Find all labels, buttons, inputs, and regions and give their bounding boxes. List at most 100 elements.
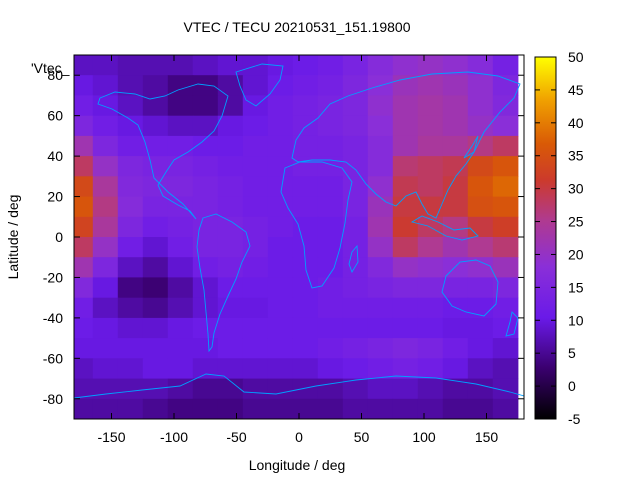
- heatmap-cell: [492, 237, 519, 258]
- heatmap-cell: [367, 358, 394, 380]
- heatmap-cell: [267, 176, 294, 198]
- y-tick-label: 60: [47, 108, 63, 124]
- heatmap-cell: [317, 257, 344, 278]
- heatmap-cell: [217, 297, 244, 319]
- heatmap-cell: [242, 237, 269, 258]
- heatmap-cell: [117, 55, 144, 76]
- heatmap-cell: [392, 196, 419, 218]
- heatmap-cell: [142, 338, 169, 359]
- heatmap-cell: [267, 135, 294, 157]
- heatmap-cell: [342, 297, 369, 319]
- x-tick-labels: -150 -100 -50 0 50 100 150: [97, 429, 498, 445]
- heatmap-cell: [242, 196, 269, 218]
- heatmap-cell: [392, 358, 419, 380]
- heatmap-cell: [442, 237, 469, 258]
- heatmap-cell: [242, 75, 269, 96]
- coastline-new-zealand: [505, 311, 519, 337]
- heatmap-cell: [167, 257, 194, 278]
- heatmap-cell: [192, 398, 219, 419]
- heatmap-cell: [167, 135, 194, 157]
- heatmap-cell: [242, 115, 269, 137]
- heatmap-cell: [417, 135, 444, 157]
- heatmap-cell: [292, 216, 319, 238]
- y-tick-label: 20: [47, 189, 63, 205]
- coastline-north-america: [97, 83, 229, 220]
- heatmap-cell: [74, 176, 94, 198]
- x-tick-label: -150: [97, 429, 125, 445]
- heatmap-cell: [217, 176, 244, 198]
- heatmap-cell: [267, 398, 294, 419]
- heatmap-cell: [192, 75, 219, 96]
- heatmap-cell: [217, 237, 244, 258]
- heatmap-cell: [417, 358, 444, 380]
- heatmap-cell: [92, 135, 119, 157]
- heatmap-cell: [167, 398, 194, 419]
- heatmap-cell: [292, 338, 319, 359]
- heatmap-cell: [117, 196, 144, 218]
- heatmap-cell: [92, 115, 119, 137]
- heatmap-cell: [292, 55, 319, 76]
- heatmap-cell: [417, 176, 444, 198]
- heatmap-cell: [217, 378, 244, 400]
- heatmap-cell: [167, 358, 194, 380]
- heatmap-cell: [267, 257, 294, 278]
- heatmap-cell: [492, 135, 519, 157]
- heatmap-cell: [367, 115, 394, 137]
- x-axis-label: Longitude / deg: [249, 457, 346, 473]
- heatmap-cell: [117, 358, 144, 380]
- heatmap-cell: [267, 277, 294, 299]
- heatmap-cell: [142, 358, 169, 380]
- heatmap-cell: [467, 338, 494, 359]
- heatmap-cell: [292, 95, 319, 117]
- heatmap-cell: [167, 378, 194, 400]
- heatmap-cell: [74, 378, 94, 400]
- colorbar-tick-label: 50: [568, 49, 584, 65]
- heatmap-cell: [242, 338, 269, 359]
- coastline-africa: [280, 161, 353, 289]
- heatmap-cell: [92, 297, 119, 319]
- heatmap-cell: [442, 216, 469, 238]
- heatmap-cell: [292, 115, 319, 137]
- heatmap-cell: [442, 115, 469, 137]
- heatmap-cell: [342, 216, 369, 238]
- heatmap-cells: [74, 55, 519, 419]
- heatmap-cell: [92, 317, 119, 339]
- heatmap-cell: [442, 398, 469, 419]
- heatmap-cell: [492, 277, 519, 299]
- heatmap-cell: [367, 135, 394, 157]
- heatmap-cell: [292, 317, 319, 339]
- heatmap-cell: [317, 237, 344, 258]
- heatmap-cell: [442, 135, 469, 157]
- heatmap-cell: [492, 257, 519, 278]
- heatmap-cell: [367, 338, 394, 359]
- heatmap-cell: [267, 237, 294, 258]
- coastline-south-america: [196, 213, 251, 353]
- heatmap-cell: [217, 257, 244, 278]
- heatmap-cell: [467, 317, 494, 339]
- heatmap-cell: [92, 176, 119, 198]
- heatmap-cell: [467, 237, 494, 258]
- heatmap-cell: [117, 75, 144, 96]
- heatmap-cell: [317, 115, 344, 137]
- heatmap-cell: [342, 55, 369, 76]
- heatmap-cell: [217, 338, 244, 359]
- heatmap-cell: [292, 378, 319, 400]
- heatmap-cell: [317, 378, 344, 400]
- heatmap-cell: [392, 176, 419, 198]
- heatmap-cell: [242, 378, 269, 400]
- heatmap-cell: [92, 237, 119, 258]
- heatmap-cell: [342, 338, 369, 359]
- heatmap-cell: [367, 196, 394, 218]
- colorbar-tick-label: 45: [568, 82, 584, 98]
- heatmap-cell: [142, 196, 169, 218]
- colorbar-tick-label: 20: [568, 246, 584, 262]
- y-axis-label: Latitude / deg: [5, 195, 21, 280]
- heatmap-cell: [167, 297, 194, 319]
- heatmap-cell: [142, 115, 169, 137]
- heatmap-cell: [392, 237, 419, 258]
- heatmap-cell: [392, 398, 419, 419]
- colorbar-tick-label: 10: [568, 312, 584, 328]
- heatmap-cell: [392, 135, 419, 157]
- heatmap-cell: [467, 358, 494, 380]
- heatmap-cell: [392, 115, 419, 137]
